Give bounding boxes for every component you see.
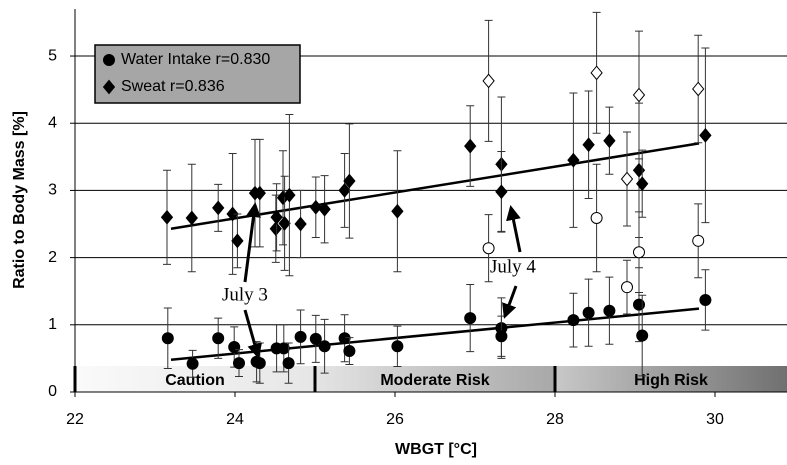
legend-label: Water Intake r=0.830 bbox=[121, 51, 270, 68]
annotation: July 4 bbox=[490, 256, 536, 277]
risk-zone bbox=[75, 366, 315, 392]
point bbox=[603, 133, 616, 149]
point bbox=[464, 312, 477, 325]
point bbox=[495, 184, 508, 200]
zone-label: Caution bbox=[165, 372, 225, 389]
point bbox=[231, 233, 244, 249]
point bbox=[253, 357, 266, 370]
point bbox=[621, 281, 633, 294]
y-tick-label: 1 bbox=[48, 316, 57, 333]
legend-box bbox=[94, 44, 301, 104]
point bbox=[186, 357, 199, 370]
annotation-arrow bbox=[243, 309, 262, 359]
point bbox=[294, 216, 307, 232]
point bbox=[590, 65, 603, 81]
point bbox=[495, 330, 508, 343]
point bbox=[226, 206, 239, 222]
x-axis-title: WBGT [°C] bbox=[395, 441, 477, 458]
y-tick-label: 5 bbox=[48, 47, 57, 64]
point bbox=[338, 183, 351, 198]
point bbox=[632, 162, 646, 178]
point bbox=[603, 304, 616, 317]
point bbox=[692, 81, 705, 97]
point bbox=[633, 298, 645, 311]
annotation-arrow bbox=[243, 202, 261, 283]
point bbox=[633, 246, 645, 259]
legend-label: Sweat r=0.836 bbox=[121, 78, 225, 95]
point bbox=[699, 127, 712, 143]
point bbox=[636, 329, 649, 342]
annotation-arrow bbox=[502, 285, 518, 319]
point bbox=[278, 215, 291, 231]
zone-label: High Risk bbox=[634, 372, 708, 389]
point bbox=[692, 234, 705, 247]
point bbox=[391, 203, 404, 219]
legend-marker bbox=[103, 54, 115, 66]
point bbox=[482, 73, 495, 89]
point bbox=[212, 332, 225, 345]
point bbox=[185, 210, 198, 226]
risk-zone bbox=[555, 366, 787, 392]
point bbox=[318, 201, 331, 217]
point bbox=[294, 330, 307, 343]
point bbox=[277, 342, 290, 355]
point bbox=[482, 242, 495, 255]
legend-marker bbox=[102, 79, 116, 95]
trendline bbox=[170, 307, 700, 361]
point bbox=[464, 138, 477, 154]
point bbox=[282, 357, 295, 370]
point bbox=[567, 314, 580, 327]
point bbox=[567, 152, 580, 168]
x-tick-label: 22 bbox=[66, 411, 84, 428]
point bbox=[391, 340, 404, 353]
y-tick-label: 3 bbox=[48, 182, 57, 199]
annotation-arrow bbox=[506, 205, 522, 253]
point bbox=[233, 357, 245, 370]
y-tick-label: 0 bbox=[48, 383, 57, 400]
point bbox=[212, 200, 225, 216]
x-tick-label: 26 bbox=[386, 411, 404, 428]
point bbox=[343, 173, 356, 189]
point bbox=[160, 209, 174, 225]
x-tick-label: 30 bbox=[706, 411, 724, 428]
point bbox=[343, 345, 356, 358]
point bbox=[699, 293, 712, 306]
y-axis-title: Ratio to Body Mass [%] bbox=[11, 111, 28, 289]
point bbox=[270, 209, 283, 225]
point bbox=[253, 185, 266, 201]
point bbox=[338, 332, 351, 345]
point bbox=[318, 340, 331, 353]
zone-label: Moderate Risk bbox=[380, 372, 489, 389]
y-tick-label: 2 bbox=[48, 249, 57, 266]
point bbox=[309, 332, 322, 345]
risk-zone bbox=[315, 366, 555, 392]
point bbox=[582, 306, 595, 319]
point bbox=[620, 171, 634, 187]
point bbox=[228, 340, 241, 353]
point bbox=[309, 199, 322, 215]
annotation: July 3 bbox=[222, 284, 268, 305]
x-tick-label: 24 bbox=[226, 411, 244, 428]
point bbox=[161, 332, 174, 345]
point bbox=[590, 211, 603, 224]
point bbox=[632, 87, 646, 103]
point bbox=[636, 176, 649, 192]
y-tick-label: 4 bbox=[48, 114, 57, 131]
x-tick-label: 28 bbox=[546, 411, 564, 428]
point bbox=[582, 137, 595, 153]
trendline bbox=[170, 142, 700, 230]
point bbox=[283, 187, 296, 203]
point bbox=[269, 221, 282, 237]
